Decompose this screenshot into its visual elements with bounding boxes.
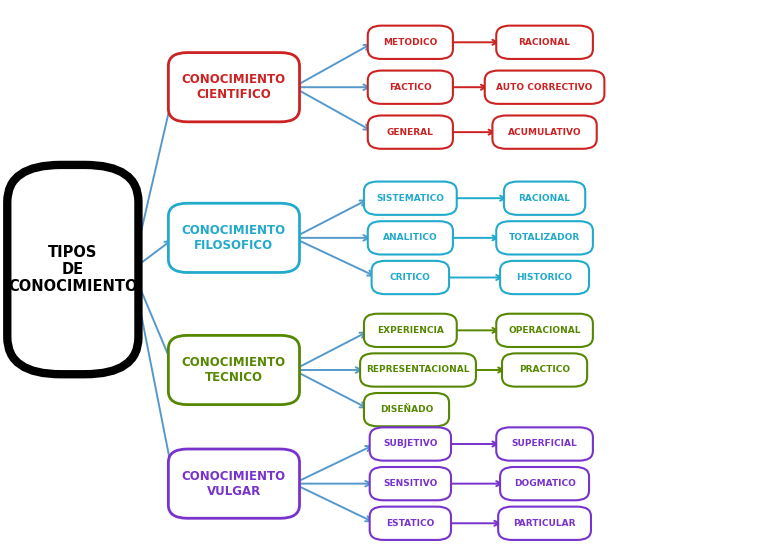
Text: TOTALIZADOR: TOTALIZADOR [509, 233, 580, 243]
FancyBboxPatch shape [496, 314, 593, 347]
Text: GENERAL: GENERAL [387, 128, 434, 137]
Text: EXPERIENCIA: EXPERIENCIA [377, 326, 444, 335]
FancyBboxPatch shape [500, 261, 589, 294]
FancyBboxPatch shape [364, 181, 457, 215]
Text: DISEÑADO: DISEÑADO [380, 405, 433, 414]
FancyBboxPatch shape [364, 314, 457, 347]
FancyBboxPatch shape [496, 221, 593, 255]
Text: CONOCIMIENTO
CIENTIFICO: CONOCIMIENTO CIENTIFICO [182, 73, 286, 101]
Text: AUTO CORRECTIVO: AUTO CORRECTIVO [496, 83, 593, 92]
Text: REPRESENTACIONAL: REPRESENTACIONAL [367, 366, 469, 375]
Text: HISTORICO: HISTORICO [516, 273, 573, 282]
Text: DOGMATICO: DOGMATICO [514, 479, 575, 488]
FancyBboxPatch shape [8, 165, 138, 374]
Text: CONOCIMIENTO
TECNICO: CONOCIMIENTO TECNICO [182, 356, 286, 384]
Text: PARTICULAR: PARTICULAR [513, 519, 576, 528]
FancyBboxPatch shape [372, 261, 449, 294]
FancyBboxPatch shape [368, 26, 453, 59]
FancyBboxPatch shape [168, 335, 299, 405]
Text: RACIONAL: RACIONAL [518, 194, 571, 203]
Text: FACTICO: FACTICO [389, 83, 432, 92]
FancyBboxPatch shape [368, 70, 453, 104]
Text: ACUMULATIVO: ACUMULATIVO [508, 128, 581, 137]
FancyBboxPatch shape [360, 354, 476, 387]
Text: CONOCIMIENTO
FILOSOFICO: CONOCIMIENTO FILOSOFICO [182, 224, 286, 252]
Text: SUBJETIVO: SUBJETIVO [383, 440, 438, 448]
FancyBboxPatch shape [370, 427, 451, 461]
FancyBboxPatch shape [168, 53, 299, 122]
Text: METODICO: METODICO [384, 38, 437, 47]
FancyBboxPatch shape [370, 507, 451, 540]
FancyBboxPatch shape [504, 181, 585, 215]
FancyBboxPatch shape [496, 26, 593, 59]
Text: SISTEMATICO: SISTEMATICO [377, 194, 444, 203]
Text: ANALITICO: ANALITICO [383, 233, 438, 243]
Text: RACIONAL: RACIONAL [518, 38, 571, 47]
FancyBboxPatch shape [485, 70, 604, 104]
FancyBboxPatch shape [496, 427, 593, 461]
FancyBboxPatch shape [168, 203, 299, 273]
Text: PRACTICO: PRACTICO [519, 366, 570, 375]
Text: CRITICO: CRITICO [390, 273, 431, 282]
Text: TIPOS
DE
CONOCIMIENTO: TIPOS DE CONOCIMIENTO [8, 245, 137, 295]
FancyBboxPatch shape [168, 449, 299, 518]
FancyBboxPatch shape [370, 467, 451, 500]
Text: SENSITIVO: SENSITIVO [384, 479, 437, 488]
FancyBboxPatch shape [499, 507, 591, 540]
FancyBboxPatch shape [368, 221, 453, 255]
Text: SUPERFICIAL: SUPERFICIAL [512, 440, 578, 448]
FancyBboxPatch shape [492, 115, 597, 149]
Text: CONOCIMIENTO
VULGAR: CONOCIMIENTO VULGAR [182, 470, 286, 498]
FancyBboxPatch shape [502, 354, 588, 387]
FancyBboxPatch shape [364, 393, 449, 426]
Text: OPERACIONAL: OPERACIONAL [509, 326, 581, 335]
FancyBboxPatch shape [368, 115, 453, 149]
Text: ESTATICO: ESTATICO [386, 519, 435, 528]
FancyBboxPatch shape [500, 467, 589, 500]
